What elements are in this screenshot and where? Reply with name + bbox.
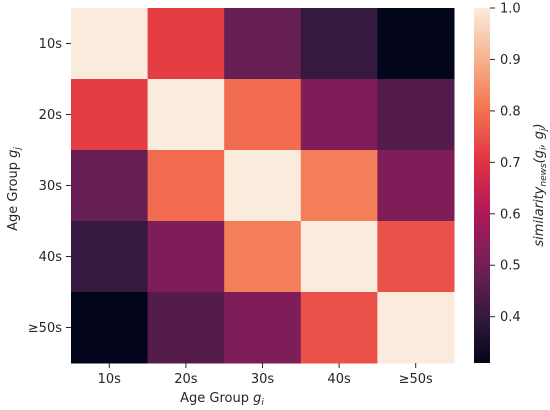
heatmap-cell bbox=[300, 292, 378, 364]
x-tick-label: 40s bbox=[327, 372, 351, 387]
heatmap-cell bbox=[224, 150, 302, 222]
heatmap-cell bbox=[377, 150, 455, 222]
heatmap-cell bbox=[300, 150, 378, 222]
x-tick-label: ≥50s bbox=[399, 372, 433, 387]
x-tick-label: 20s bbox=[174, 372, 198, 387]
heatmap-cell bbox=[147, 150, 225, 222]
colorbar-label: similaritynews(gi, gj) bbox=[532, 123, 549, 246]
colorbar-tick-label: 0.4 bbox=[500, 310, 521, 325]
y-tick-label: 20s bbox=[39, 108, 63, 123]
colorbar-tick-label: 0.8 bbox=[500, 104, 521, 119]
heatmap-cell bbox=[224, 79, 302, 151]
colorbar-tick-label: 0.6 bbox=[500, 207, 521, 222]
y-tick-label: 40s bbox=[39, 250, 63, 265]
x-axis-label: Age Group gi bbox=[180, 391, 264, 408]
y-axis-label: Age Group gj bbox=[6, 147, 23, 231]
y-tick-label: 10s bbox=[39, 37, 63, 52]
colorbar-tick-label: 0.9 bbox=[500, 53, 521, 68]
colorbar-ticks: 0.4 0.5 0.6 0.7 0.8 0.9 1.0 bbox=[490, 2, 521, 325]
heatmap-cell bbox=[224, 8, 302, 80]
x-axis-ticks: 10s 20s 30s 40s ≥50s bbox=[98, 363, 433, 387]
heatmap-cell bbox=[224, 292, 302, 364]
heatmap-cell bbox=[71, 221, 149, 293]
heatmap-cell bbox=[377, 221, 455, 293]
colorbar bbox=[474, 8, 490, 363]
y-tick-label: 30s bbox=[39, 179, 63, 194]
x-tick-label: 30s bbox=[251, 372, 275, 387]
heatmap-cell bbox=[377, 79, 455, 151]
colorbar-tick-label: 1.0 bbox=[500, 2, 521, 17]
heatmap-cell bbox=[377, 292, 455, 364]
heatmap-cell bbox=[71, 150, 149, 222]
colorbar-tick-label: 0.5 bbox=[500, 259, 521, 274]
colorbar-tick-label: 0.7 bbox=[500, 156, 521, 171]
heatmap-cell bbox=[224, 221, 302, 293]
heatmap-cell bbox=[147, 221, 225, 293]
heatmap-cell bbox=[147, 292, 225, 364]
heatmap-cells bbox=[71, 8, 455, 364]
heatmap-cell bbox=[71, 8, 149, 80]
heatmap-cell bbox=[300, 8, 378, 80]
y-tick-label: ≥50s bbox=[28, 321, 62, 336]
heatmap-cell bbox=[71, 79, 149, 151]
heatmap-cell bbox=[71, 292, 149, 364]
heatmap-cell bbox=[147, 79, 225, 151]
heatmap-cell bbox=[147, 8, 225, 80]
heatmap-cell bbox=[377, 8, 455, 80]
heatmap-cell bbox=[300, 221, 378, 293]
heatmap-cell bbox=[300, 79, 378, 151]
y-axis-ticks: 10s 20s 30s 40s ≥50s bbox=[28, 37, 71, 336]
x-tick-label: 10s bbox=[98, 372, 122, 387]
